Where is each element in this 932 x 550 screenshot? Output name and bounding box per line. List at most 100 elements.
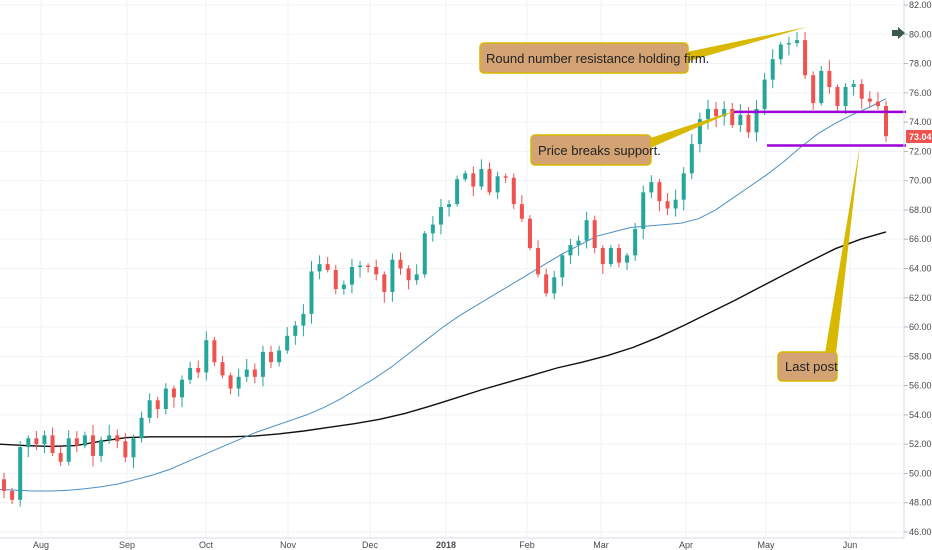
candle-body [414,274,419,281]
candle-body [99,439,104,456]
last-post-callout-text: Last post [785,359,838,374]
slow-moving-average-line [0,231,887,448]
price-axis-tick-label: 60.00 [909,322,932,332]
candle-body [212,340,217,363]
price-axis-tick-label: 68.00 [909,205,932,215]
time-axis-tick-label: Feb [519,540,535,550]
candle-body [835,86,840,107]
candle-body [463,173,468,180]
price-axis-tick-label: 52.00 [909,439,932,449]
price-axis-tick-label: 78.00 [909,59,932,69]
price-axis-tick-label: 56.00 [909,381,932,391]
candle-body [714,108,719,117]
resistance-callout: Round number resistance holding firm. [479,42,709,74]
candle-body [115,435,120,442]
candle-body [608,248,613,265]
candle-body [236,376,241,389]
candle-body [867,98,872,102]
candle-body [697,119,702,145]
candle-body [366,265,371,268]
candle-body [649,182,654,193]
resistance-callout-pointer [682,27,807,63]
candle-body [519,204,524,219]
time-axis-tick-label: May [757,540,775,550]
support-callout-pointer [641,110,737,152]
candle-body [859,84,864,99]
candle-body [269,351,274,363]
candle-body [325,264,330,270]
scroll-right-icon[interactable] [892,27,905,39]
price-axis-tick-label: 54.00 [909,410,932,420]
candle-body [244,369,249,377]
support-callout-box [530,134,652,166]
chart-grid [0,0,904,538]
candle-body [2,479,6,492]
support-callout: Price breaks support. [530,134,661,166]
candle-body [293,325,298,336]
candle-body [827,70,832,87]
candle-body [746,114,751,133]
time-axis-tick-label: 2018 [436,540,456,550]
candle-body [163,388,168,410]
price-axis-tick-label: 46.00 [909,527,932,537]
candle-body [196,368,201,373]
price-axis-tick-label: 48.00 [909,498,932,508]
candle-body [455,179,460,205]
candle-body [309,271,314,314]
candle-body [285,335,290,351]
candle-body [374,267,379,275]
candle-body [341,284,346,289]
time-axis-tick-label: Jun [843,540,858,550]
price-axis-tick-label: 82.00 [909,0,932,10]
support-levels [734,110,906,147]
candle-body [584,220,589,241]
candle-body [689,144,694,174]
candle-body [843,86,848,107]
candle-body [657,182,662,202]
candle-body [819,70,824,104]
fast-moving-average-line [0,98,887,492]
candle-body [422,233,427,275]
candle-body [625,255,630,263]
candle-body [633,228,638,256]
candle-body [333,269,338,289]
candle-body [803,40,808,76]
time-axis-tick-label: Dec [362,540,379,550]
candle-body [527,218,532,249]
candle-body [123,441,128,458]
candle-body [131,438,136,458]
candle-body [18,447,23,500]
candle-body [382,274,387,292]
candle-body [107,435,112,440]
candle-body [754,108,759,133]
candle-body [705,108,710,120]
candle-body [252,369,257,377]
candle-body [204,340,209,373]
candle-body [592,220,597,249]
candle-body [406,268,411,281]
candle-body [220,362,225,376]
candle-body [762,79,767,109]
candle-body [277,350,282,363]
candle-body [188,368,193,380]
price-axis-tick-label: 64.00 [909,264,932,274]
last-post-callout: Last post [777,351,838,382]
price-axis-tick-label: 70.00 [909,176,932,186]
candle-body [471,173,476,187]
last-price-tag-text: 73.04 [909,132,932,142]
candle-body [42,435,47,445]
candle-body [398,259,403,269]
candle-body [26,438,31,448]
price-axis-tick-label: 74.00 [909,117,932,127]
candle-body [552,277,557,294]
time-axis-tick-label: Nov [280,540,297,550]
candle-body [778,44,783,60]
candle-body [681,173,686,200]
candle-body [260,351,265,377]
candle-body [317,264,322,272]
last-price-tag: 73.04 [906,130,932,143]
time-axis-tick-label: Sep [119,540,135,550]
candle-body [875,101,880,107]
